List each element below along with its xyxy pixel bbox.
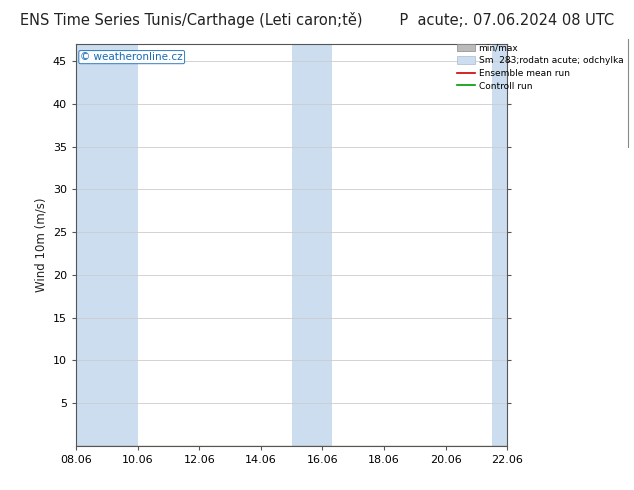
Text: ENS Time Series Tunis/Carthage (Leti caron;tě)        P  acute;. 07.06.2024 08 U: ENS Time Series Tunis/Carthage (Leti car… <box>20 12 614 28</box>
Y-axis label: Wind 10m (m/s): Wind 10m (m/s) <box>34 198 48 292</box>
Text: © weatheronline.cz: © weatheronline.cz <box>81 52 183 62</box>
Bar <box>492 44 507 446</box>
Bar <box>292 44 332 446</box>
Bar <box>76 44 138 446</box>
Legend: min/max, Sm  283;rodatn acute; odchylka, Ensemble mean run, Controll run: min/max, Sm 283;rodatn acute; odchylka, … <box>457 44 623 91</box>
